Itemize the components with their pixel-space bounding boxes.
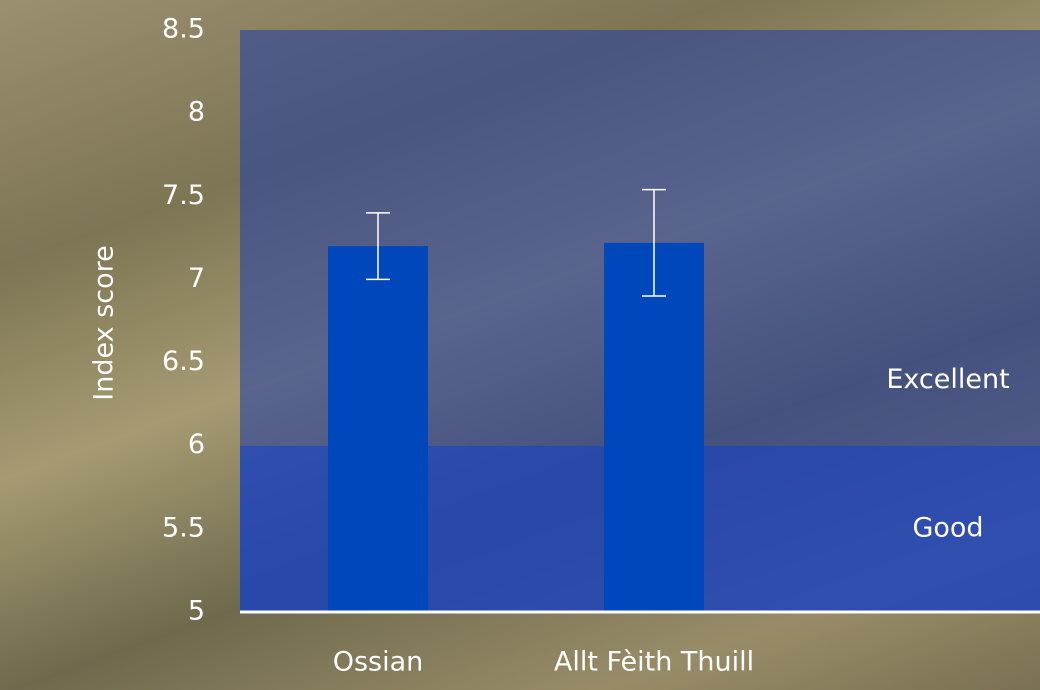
y-tick-label: 7.5 [162,180,205,211]
y-tick-label: 6 [188,429,205,460]
x-tick-label: Ossian [333,647,424,678]
page: Index score Excellent Good 5 5.5 6 6.5 7 7.5 8 8.… [0,0,1040,690]
chart: Index score Excellent Good 5 5.5 6 6.5 7 7.5 8 8.… [0,0,1040,690]
x-tick-label: Allt Fèith Thuill [554,647,754,678]
bar [328,246,428,612]
band-label: Excellent [886,364,1009,395]
band-label: Good [912,512,983,543]
y-axis-label: Index score [89,245,120,400]
y-tick-label: 8 [188,97,205,128]
y-tick-label: 8.5 [162,14,205,45]
y-tick-label: 6.5 [162,346,205,377]
y-tick-label: 5 [188,596,205,627]
bar [604,243,704,612]
y-tick-label: 5.5 [162,512,205,543]
y-tick-label: 7 [188,263,205,294]
